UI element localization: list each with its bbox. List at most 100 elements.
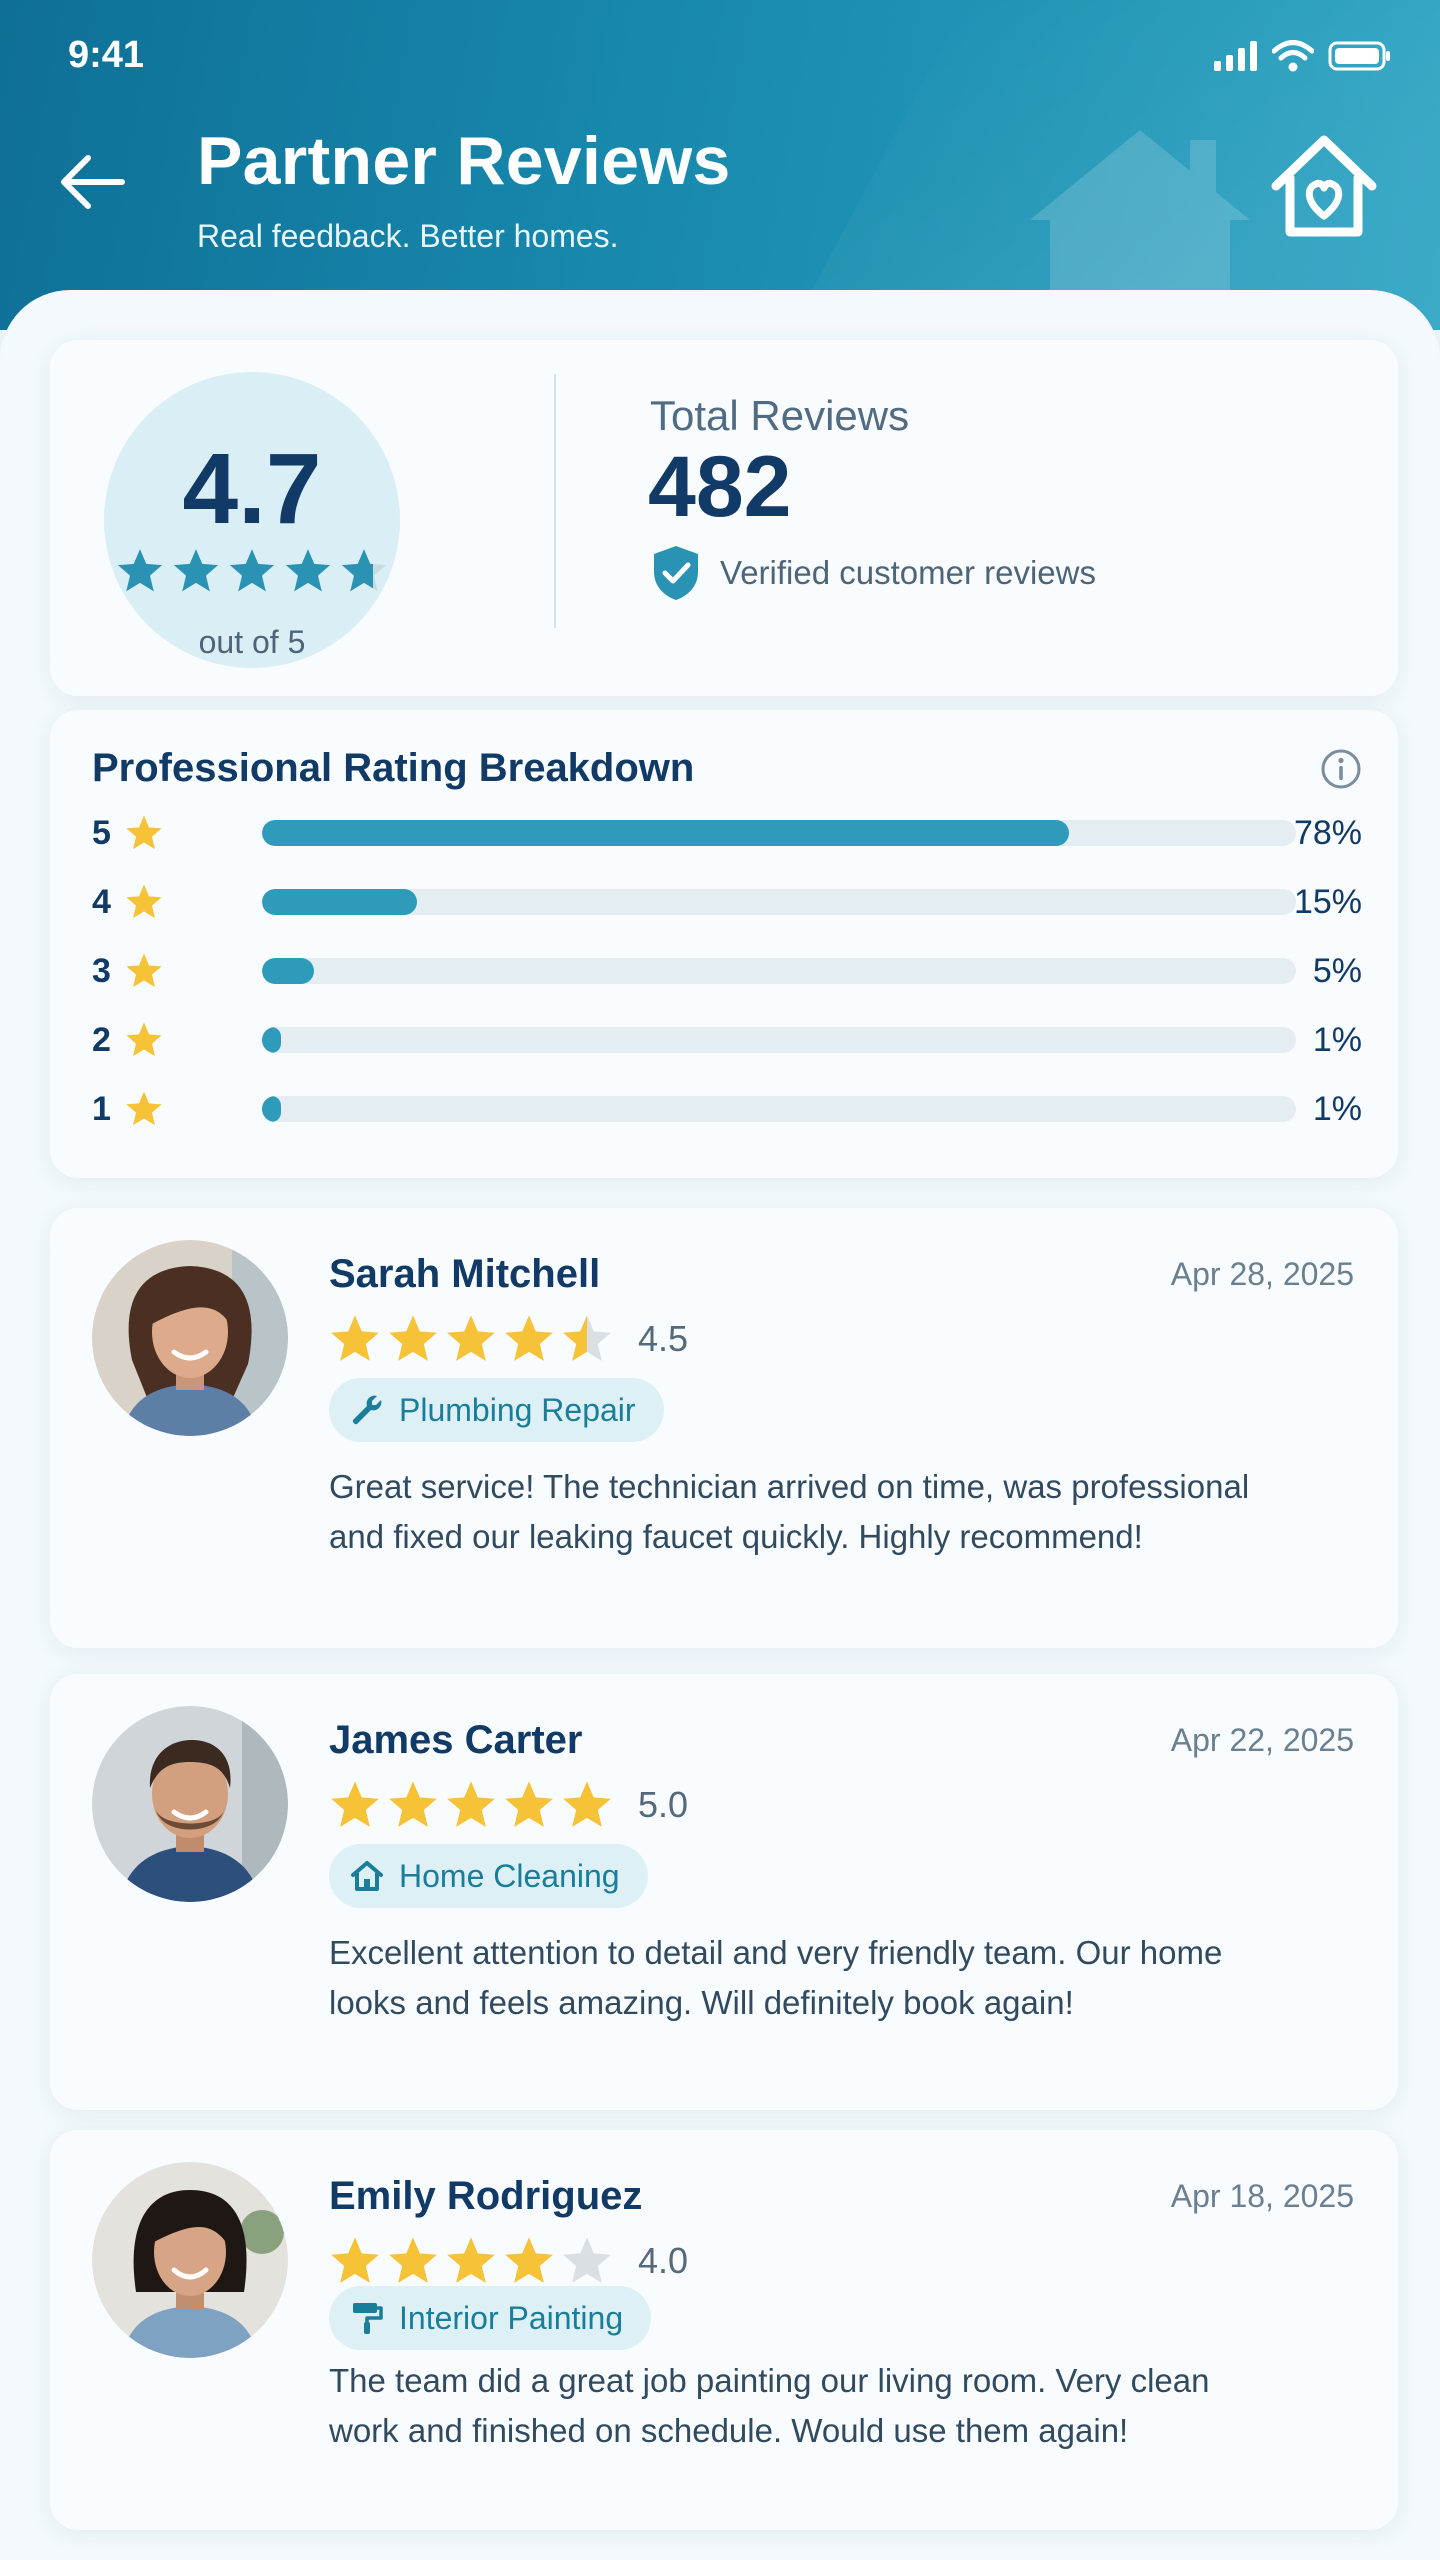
reviewer-avatar: [92, 1240, 288, 1436]
star-icon: [447, 1315, 495, 1361]
review-score: 5.0: [638, 1784, 689, 1825]
rating-summary-card: 4.7 out of 5 Total Reviews 482 Verified …: [50, 340, 1398, 696]
status-time: 9:41: [68, 34, 145, 76]
star-icon: [563, 1315, 611, 1361]
breakdown-row[interactable]: 4 15%: [92, 879, 1362, 925]
breakdown-percent: 78%: [1293, 813, 1362, 852]
verified-label: Verified customer reviews: [720, 554, 1096, 591]
service-label: Interior Painting: [399, 2299, 624, 2336]
star-icon: [229, 549, 275, 592]
breakdown-bar-track: [262, 1027, 1296, 1053]
breakdown-star-count: 5: [92, 813, 111, 852]
status-icons: [1214, 38, 1392, 74]
rating-scale-label: out of 5: [198, 624, 306, 660]
wrench-icon: [352, 1395, 382, 1425]
breakdown-star-count: 2: [92, 1020, 111, 1059]
review-stars: [328, 2234, 614, 2288]
review-card[interactable]: Emily Rodriguez Apr 18, 2025 4.0 Interio…: [50, 2130, 1398, 2530]
review-card[interactable]: Sarah Mitchell Apr 28, 2025 4.5 Plumbing…: [50, 1208, 1398, 1648]
verified-shield-icon: [654, 546, 698, 600]
breakdown-bar-fill: [262, 820, 1069, 846]
breakdown-row[interactable]: 1 1%: [92, 1086, 1362, 1132]
summary-divider: [554, 374, 556, 628]
breakdown-percent: 15%: [1293, 882, 1362, 921]
star-icon: [389, 1315, 437, 1361]
rating-breakdown-card: Professional Rating Breakdown 5 78% 4 15% 3 5…: [50, 710, 1398, 1178]
breakdown-bar-fill: [262, 958, 314, 984]
review-date: Apr 22, 2025: [1170, 1722, 1354, 1758]
breakdown-star-icon: [124, 813, 168, 853]
breakdown-bar-fill: [262, 1096, 281, 1122]
decorative-house-icon: [1030, 130, 1250, 310]
breakdown-bar-track: [262, 820, 1296, 846]
home-button[interactable]: [1262, 128, 1386, 244]
star-icon: [447, 1781, 495, 1827]
breakdown-star-icon: [124, 951, 168, 991]
breakdown-star-icon: [124, 882, 168, 922]
breakdown-title: Professional Rating Breakdown: [92, 746, 695, 790]
review-stars: [328, 1312, 614, 1366]
breakdown-percent: 1%: [1312, 1020, 1362, 1059]
breakdown-bar-fill: [262, 1027, 281, 1053]
breakdown-bar-track: [262, 958, 1296, 984]
breakdown-star-count: 3: [92, 951, 111, 990]
app-header: 9:41 Partner Reviews Real feedback. Bett…: [0, 0, 1440, 330]
star-icon: [563, 1781, 611, 1827]
reviewer-name: James Carter: [329, 1718, 583, 1762]
service-tag[interactable]: Home Cleaning: [329, 1844, 648, 1908]
breakdown-row[interactable]: 3 5%: [92, 948, 1362, 994]
service-label: Plumbing Repair: [399, 1391, 636, 1428]
star-icon: [331, 2237, 379, 2283]
service-tag[interactable]: Plumbing Repair: [329, 1378, 664, 1442]
back-button[interactable]: [50, 140, 134, 224]
breakdown-star-icon: [124, 1089, 168, 1129]
review-card[interactable]: James Carter Apr 22, 2025 5.0 Home Clean…: [50, 1674, 1398, 2110]
review-stars: [328, 1778, 614, 1832]
reviewer-name: Sarah Mitchell: [329, 1252, 601, 1296]
home-heart-icon: [1271, 135, 1377, 237]
star-icon: [126, 815, 162, 850]
star-icon: [331, 1781, 379, 1827]
star-icon: [285, 549, 331, 592]
breakdown-star-icon: [124, 1020, 168, 1060]
breakdown-bar-track: [262, 889, 1296, 915]
info-icon[interactable]: [1320, 748, 1362, 790]
review-text: The team did a great job painting our li…: [329, 2362, 1210, 2449]
review-score: 4.0: [638, 2240, 689, 2281]
review-text: Excellent attention to detail and very f…: [329, 1934, 1223, 2021]
reviewer-avatar: [92, 2162, 288, 2358]
star-icon: [505, 1315, 553, 1361]
total-reviews-label: Total Reviews: [650, 392, 910, 439]
wifi-icon: [1272, 40, 1314, 72]
total-reviews-count: 482: [648, 439, 792, 535]
page-subtitle: Real feedback. Better homes.: [197, 218, 619, 254]
average-rating-value: 4.7: [182, 433, 322, 545]
review-text: Great service! The technician arrived on…: [329, 1468, 1250, 1555]
review-date: Apr 18, 2025: [1170, 2178, 1354, 2214]
reviewer-name: Emily Rodriguez: [329, 2174, 643, 2218]
arrow-left-icon: [61, 155, 125, 209]
star-icon: [447, 2237, 495, 2283]
breakdown-row[interactable]: 2 1%: [92, 1017, 1362, 1063]
service-tag[interactable]: Interior Painting: [329, 2286, 652, 2350]
star-icon: [505, 2237, 553, 2283]
star-icon: [126, 884, 162, 919]
star-icon: [389, 2237, 437, 2283]
house-icon: [351, 1861, 383, 1891]
star-icon: [341, 549, 387, 592]
reviewer-avatar: [92, 1706, 288, 1902]
star-icon: [126, 953, 162, 988]
star-icon: [505, 1781, 553, 1827]
star-icon: [117, 549, 163, 592]
average-rating-badge: 4.7 out of 5: [104, 372, 400, 668]
service-label: Home Cleaning: [399, 1857, 620, 1894]
breakdown-bar-track: [262, 1096, 1296, 1122]
breakdown-row[interactable]: 5 78%: [92, 810, 1362, 856]
review-date: Apr 28, 2025: [1170, 1256, 1354, 1292]
star-icon: [126, 1022, 162, 1057]
average-rating-stars: [104, 546, 400, 596]
star-icon: [563, 2237, 611, 2283]
page-title: Partner Reviews: [197, 123, 731, 199]
cellular-signal-icon: [1214, 41, 1257, 71]
star-icon: [173, 549, 219, 592]
